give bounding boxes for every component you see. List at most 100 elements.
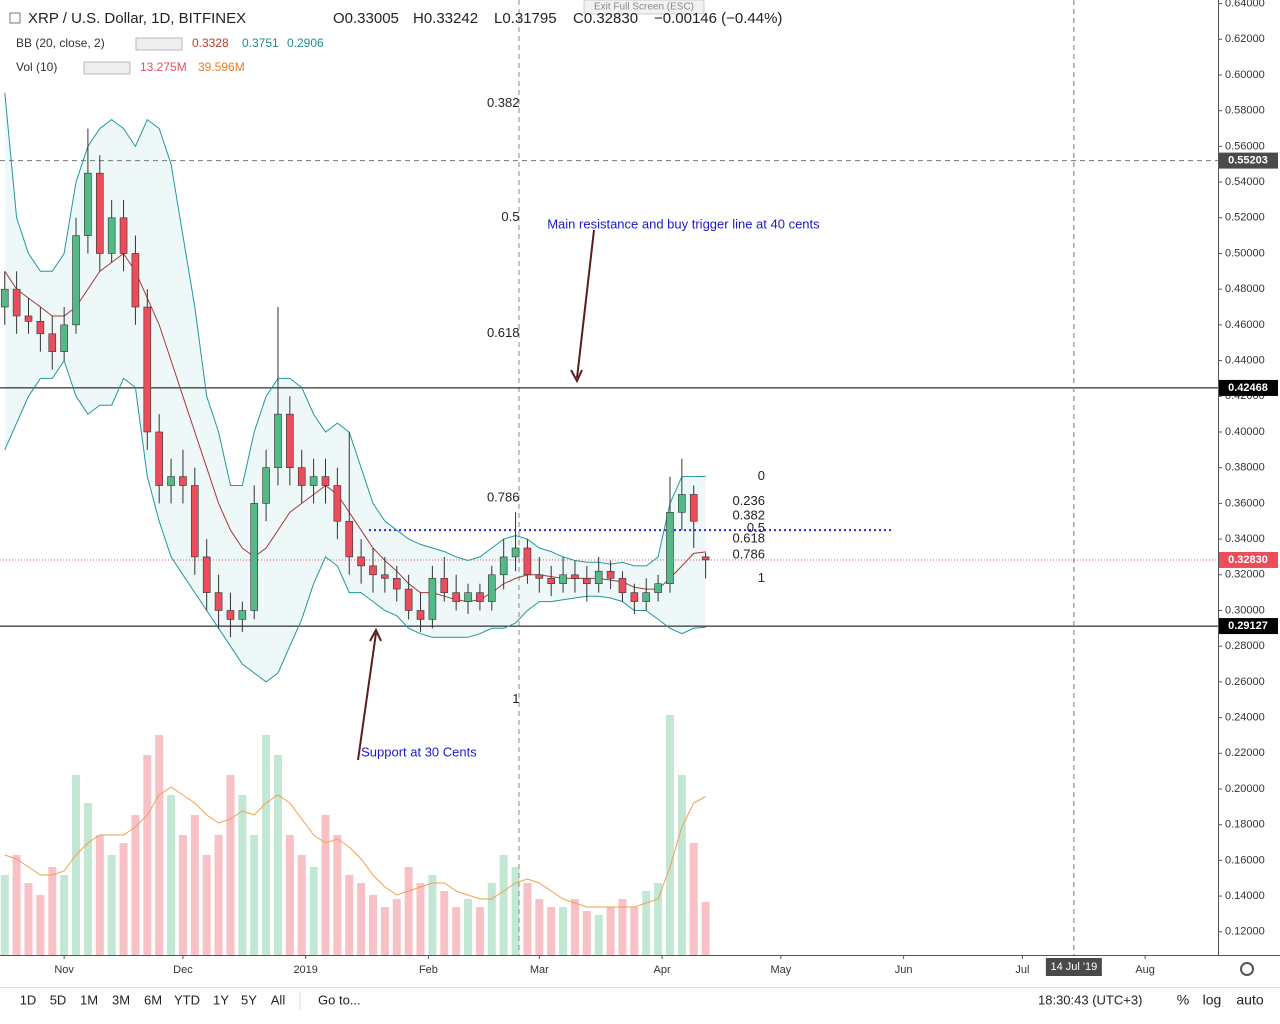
plot: 0.3820.50.6180.786100.2360.3820.50.6180.… (0, 0, 1218, 955)
candle-body (523, 547, 532, 576)
volume-bar (606, 907, 615, 955)
candle-body (0, 288, 9, 308)
volume-bar (190, 815, 199, 955)
volume-bar (83, 803, 92, 955)
volume-bar (523, 883, 532, 955)
range-button[interactable]: 3M (112, 992, 130, 1007)
x-tick-label: 2019 (293, 964, 317, 976)
crosshair-badge-bg (1219, 152, 1278, 169)
volume-bar (250, 835, 259, 955)
volume-bar (297, 855, 306, 955)
volume-bar (357, 883, 366, 955)
scale-option[interactable]: % (1177, 992, 1189, 1008)
candle-body (321, 476, 330, 486)
y-tick-label: 0.56000 (1225, 140, 1265, 152)
clock: 18:30:43 (UTC+3) (1038, 992, 1142, 1007)
y-tick-label: 0.14000 (1225, 890, 1265, 902)
candle-body (143, 306, 152, 433)
volume-bar (535, 899, 544, 955)
price-badge: 0.29127 (1228, 620, 1268, 632)
volume-bar (392, 899, 401, 955)
goto-button[interactable]: Go to... (318, 992, 361, 1007)
range-button[interactable]: 5Y (241, 992, 257, 1007)
candle-body (309, 476, 318, 486)
candle-body (84, 172, 92, 236)
exit-hint-bg[interactable] (583, 0, 705, 15)
fib-label: 1 (758, 570, 765, 585)
volume-bar (226, 775, 235, 955)
range-button[interactable]: 6M (144, 992, 162, 1007)
y-tick-label: 0.36000 (1225, 497, 1265, 509)
volume-bar (618, 899, 627, 955)
vol-value: 13.275M (140, 60, 187, 74)
range-button[interactable]: 1Y (213, 992, 229, 1007)
y-tick-label: 0.52000 (1225, 212, 1265, 224)
crosshair-x-label: 14 Jul '19 (1050, 961, 1097, 973)
fib-label: 1 (512, 691, 519, 706)
volume-bar (285, 835, 294, 955)
y-tick-label: 0.48000 (1225, 283, 1265, 295)
y-tick-label: 0.60000 (1225, 69, 1265, 81)
bb-controls[interactable] (135, 37, 183, 51)
scale-option[interactable]: auto (1236, 992, 1263, 1008)
candle-body (428, 578, 437, 620)
volume-bar (36, 895, 45, 955)
candle-body (547, 578, 555, 585)
y-tick-label: 0.22000 (1225, 747, 1265, 759)
volume-bar (119, 843, 128, 955)
candle-body (250, 503, 259, 611)
fib-label: 0.382 (487, 95, 520, 110)
range-button[interactable]: 5D (50, 992, 67, 1007)
fib-label: 0 (758, 468, 765, 483)
range-button[interactable]: All (271, 992, 286, 1007)
axes: 0.64000 0.62000 0.60000 0.58000 0.56000 0.540… (54, 0, 1278, 976)
volume-bar (24, 883, 33, 955)
volume-bar (72, 775, 81, 955)
range-button[interactable]: YTD (174, 992, 200, 1007)
price-badge: 0.42468 (1228, 382, 1268, 394)
volume-bar (262, 735, 271, 955)
y-tick-label: 0.34000 (1225, 533, 1265, 545)
collapse-icon[interactable] (9, 12, 21, 24)
candle-body (202, 556, 211, 593)
y-tick-label: 0.32000 (1225, 569, 1265, 581)
settings-icon[interactable] (1240, 962, 1254, 976)
x-tick-label: May (770, 964, 791, 976)
x-tick-label: Apr (653, 964, 670, 976)
candle-body (60, 324, 68, 352)
candle-body (48, 333, 57, 352)
candle-body (333, 485, 342, 522)
volume-bar (452, 907, 461, 955)
x-tick-label: Jun (895, 964, 913, 976)
candle-body (511, 547, 520, 558)
candle-body (297, 467, 306, 486)
range-button[interactable]: 1D (20, 992, 37, 1007)
fib-label: 0.786 (487, 489, 520, 504)
volume-bar (594, 915, 603, 955)
scale-option[interactable]: log (1203, 992, 1222, 1008)
last-price-badge: 0.32830 (1228, 554, 1268, 566)
volume-bar (547, 907, 556, 955)
x-tick-label: Mar (530, 964, 549, 976)
candle-body (583, 578, 591, 585)
volume-bar (416, 883, 425, 955)
candle-body (559, 574, 567, 585)
candle-body (345, 520, 354, 558)
x-tick-label: Aug (1135, 964, 1155, 976)
volume-bar (404, 867, 413, 955)
vol-controls[interactable] (83, 61, 131, 75)
bb-upper (4, 92, 706, 567)
candle-body (571, 574, 579, 579)
fib-label: 0.236 (732, 493, 765, 508)
fib-label: 0.382 (732, 507, 765, 522)
exit-hint[interactable]: Exit Full Screen (ESC) (594, 2, 694, 13)
y-tick-label: 0.40000 (1225, 426, 1265, 438)
volume-bar (665, 715, 674, 955)
range-button[interactable]: 1M (80, 992, 98, 1007)
volume-bar (630, 907, 639, 955)
fib-label: 0.786 (732, 547, 765, 562)
volume-bar (689, 843, 698, 955)
crosshair-x-bg (1045, 958, 1102, 976)
volume-bar (499, 855, 508, 955)
